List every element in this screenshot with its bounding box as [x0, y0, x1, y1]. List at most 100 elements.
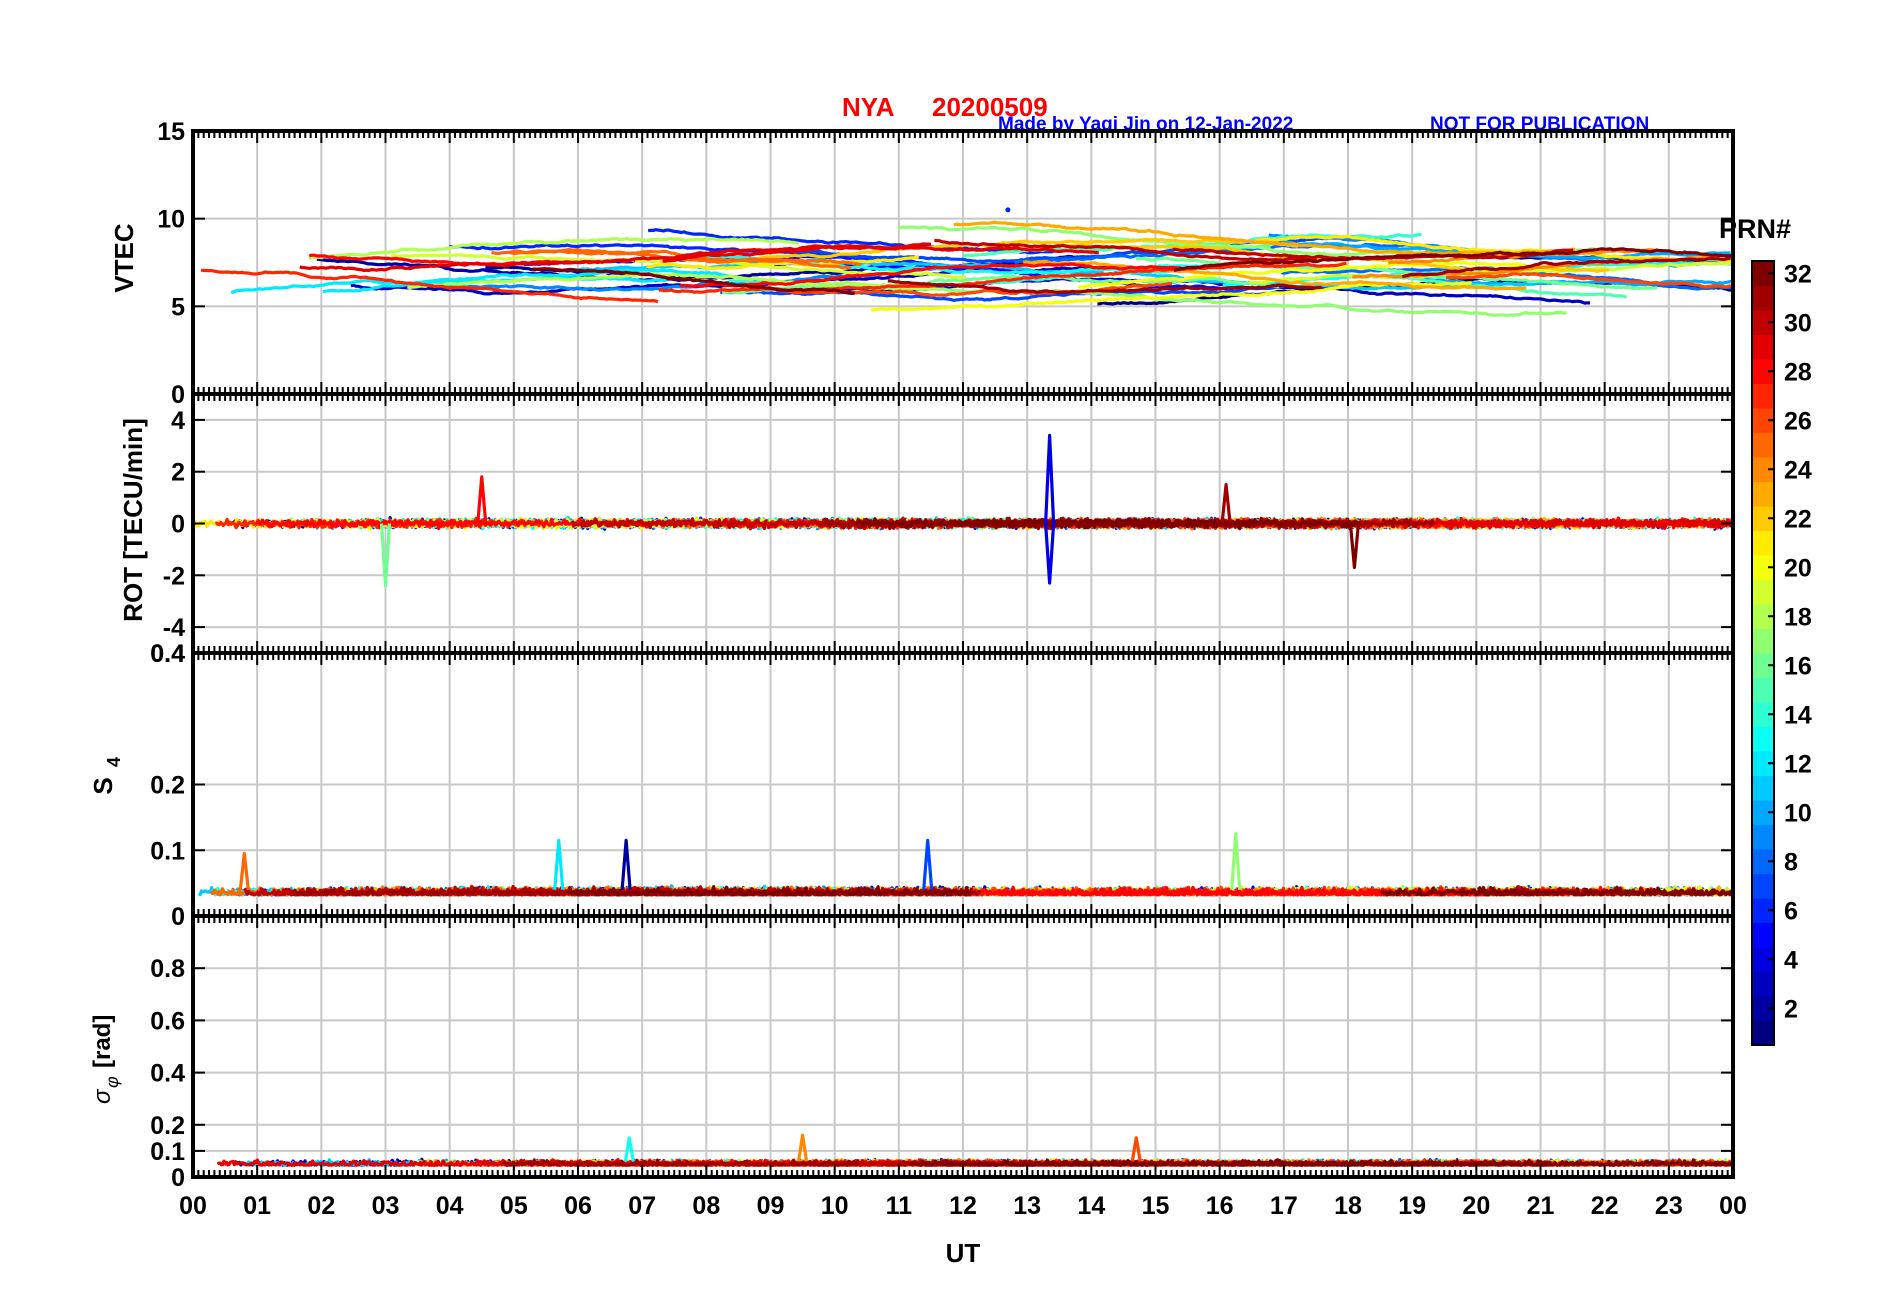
colorbar-title: PRN# [1719, 214, 1791, 244]
trace-prn-32 [1379, 885, 1733, 897]
x-tick-label: 01 [243, 1192, 271, 1220]
y-tick-label: 0.4 [150, 640, 185, 668]
colorbar-segment [1752, 726, 1774, 752]
y-tick-label: 0.4 [150, 640, 185, 668]
trace-prn-21 [646, 255, 920, 270]
colorbar-segment [1752, 457, 1774, 482]
x-tick-label: 14 [1077, 1192, 1105, 1220]
x-tick-label: 19 [1398, 1192, 1426, 1220]
x-tick-label: 17 [1270, 1192, 1298, 1220]
traces [193, 433, 1733, 588]
vtec-peak-mark [1005, 207, 1011, 213]
y-tick-label: 4 [171, 407, 185, 435]
x-tick-labels: 00 01 02 03 04 05 06 07 08 09 10 11 12 13 14 15 16 17 18 19… [179, 1192, 1747, 1220]
trace-prn-31 [502, 1158, 860, 1167]
title-date: 20200509 [932, 92, 1048, 122]
colorbar-tick-label: 18 [1784, 603, 1812, 631]
colorbar-segment [1752, 775, 1774, 801]
traces [216, 1133, 1733, 1167]
y-tick-label: 0 [171, 381, 185, 409]
x-tick-label: 16 [1206, 1192, 1234, 1220]
sigma-ylabel-unit: [rad] [89, 1015, 116, 1068]
colorbar-segment [1752, 849, 1774, 874]
colorbar-segment [1752, 261, 1774, 286]
traces [200, 207, 1733, 318]
feature-mark-prn-24 [797, 1133, 809, 1162]
s4-ylabel: S 4 [88, 757, 124, 795]
vtec-ylabel: VTEC [109, 223, 139, 293]
colorbar-segment [1752, 653, 1774, 678]
colorbar-tick-label: 10 [1784, 799, 1812, 827]
colorbar-segment [1752, 506, 1774, 531]
panel-2: 00.10.20.40.4 [150, 640, 1735, 931]
trace-prn-32 [1173, 247, 1732, 273]
x-tick-label: 04 [436, 1192, 464, 1220]
colorbar-segment [1752, 408, 1774, 433]
colorbar-segment [1752, 947, 1774, 972]
y-tick-label: 0 [171, 1164, 185, 1192]
feature-mark-prn-7 [922, 838, 934, 890]
feature-mark-prn-17 [1230, 832, 1242, 890]
grid [193, 916, 1733, 1177]
colorbar-tick-label: 26 [1784, 407, 1812, 435]
colorbar-segment [1752, 383, 1774, 409]
feature-mark-prn-26 [1130, 1136, 1142, 1162]
colorbar-segment [1752, 800, 1774, 825]
colorbar-segment [1752, 751, 1774, 776]
y-tick-label: 10 [157, 206, 185, 234]
trace-prn-32 [530, 267, 856, 296]
colorbar-segment [1752, 873, 1774, 899]
y-tick-label: 2 [171, 459, 185, 487]
colorbar-tick-label: 22 [1784, 505, 1812, 533]
y-tick-label: 0 [171, 511, 185, 539]
s4-ylabel-main: S [88, 777, 118, 794]
trace-prn-18 [308, 237, 800, 260]
colorbar-tick-label: 20 [1784, 554, 1812, 582]
colorbar-segment [1752, 922, 1774, 948]
feature-mark-prn-25 [238, 851, 250, 890]
y-tick-label: 0 [171, 903, 185, 931]
x-tick-label: 21 [1527, 1192, 1555, 1220]
colorbar-segment [1752, 285, 1774, 311]
colorbar-tick-label: 32 [1784, 260, 1812, 288]
traces [197, 832, 1733, 897]
x-tick-label: 20 [1462, 1192, 1490, 1220]
colorbar-tick-label: 8 [1784, 848, 1798, 876]
panel-0: 0 5 10 15 [157, 118, 1735, 409]
colorbar-segment [1752, 579, 1774, 605]
colorbar-segment [1752, 628, 1774, 654]
trace-prn-23 [953, 220, 1576, 256]
y-tick-label: 0.1 [150, 1138, 185, 1166]
x-tick-label: 11 [886, 1192, 913, 1220]
colorbar-tick-label: 24 [1784, 456, 1812, 484]
trace-prn-31 [887, 279, 1322, 295]
x-ticks [192, 916, 1734, 1177]
panel-1: -4 -2 0 2 4 [163, 392, 1735, 655]
feature-mark-prn-32 [1348, 523, 1361, 570]
colorbar-segment [1752, 359, 1774, 384]
sigma-ylabel-phi: φ [102, 1076, 122, 1088]
trace-prn-32 [854, 516, 1360, 530]
trace-prn-23 [1022, 259, 1527, 291]
colorbar-tick-label: 14 [1784, 701, 1812, 729]
colorbar-segment [1752, 996, 1774, 1021]
colorbar-segment [1752, 555, 1774, 580]
x-axis-label: UT [946, 1238, 981, 1268]
x-tick-label: 05 [500, 1192, 528, 1220]
colorbar-tick-label: 12 [1784, 750, 1812, 778]
colorbar-segment [1752, 677, 1774, 703]
y-tick-label: 5 [171, 293, 185, 321]
x-tick-label: 02 [307, 1192, 335, 1220]
trace-prn-20 [1078, 260, 1566, 289]
colorbar-segment [1752, 432, 1774, 458]
trace-prn-32 [567, 884, 972, 897]
y-tick-label: 0.1 [150, 837, 185, 865]
panels: 051015-4-202400.10.20.40.400.10.20.40.60… [150, 118, 1747, 1220]
colorbar-segment [1752, 334, 1774, 360]
colorbar-segment [1752, 971, 1774, 997]
title-station: NYA [842, 92, 895, 122]
y-tick-label: 0.2 [150, 772, 185, 800]
trace-prn-29 [1472, 517, 1733, 530]
x-tick-label: 06 [564, 1192, 592, 1220]
